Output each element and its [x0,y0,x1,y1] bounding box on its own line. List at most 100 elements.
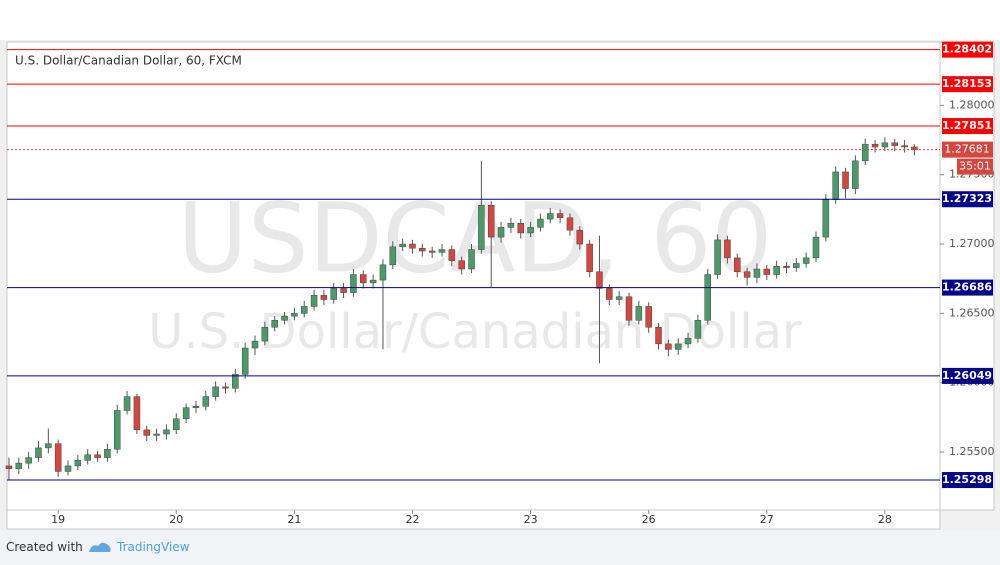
candle-body [487,204,495,238]
x-tick-label: 26 [642,513,656,526]
level-tag [942,472,993,489]
candle-body [330,288,337,300]
x-tick-label: 27 [760,513,774,526]
last-price-tag [942,141,993,158]
candle-body [861,143,869,162]
price-axis [939,41,995,511]
watermark-subtitle: U.S. Dollar/Canadian Dollar [148,304,802,360]
candle-body [674,343,682,350]
candle-body [891,142,898,146]
candle-body [615,296,623,300]
candle-body [497,227,505,238]
chart: USDCAD, 60 U.S. Dollar/Canadian Dollar U… [0,0,1000,530]
level-label: 1.28153 [942,77,992,90]
level-tag [942,76,993,93]
candle-body [389,246,397,266]
level-label: 1.26049 [942,369,992,382]
candle-body [783,265,790,268]
candle-body [202,396,210,407]
candle-body [478,204,485,250]
x-tick-label: 19 [51,513,65,526]
candle-body [812,236,820,259]
top-band [0,0,1000,40]
level-label: 1.27851 [942,119,992,132]
footer-brand[interactable]: TradingView [117,540,190,554]
candle-body [212,386,219,397]
candle-body [163,429,170,435]
candle-body [340,288,347,293]
candle-body [399,243,406,248]
candle-body [84,454,91,461]
candle-body [54,443,62,472]
y-tick-label: 1.27000 [949,237,995,250]
candle-body [517,222,524,234]
candle-body [320,295,328,300]
candle-body [832,171,839,200]
candle-body [743,271,751,278]
candle-body [104,449,111,458]
level-label: 1.26686 [942,281,992,294]
candle-body [271,320,278,328]
candle-body [871,143,879,148]
time-axis [6,509,941,530]
candle-body [635,306,643,321]
candle-body [714,239,721,275]
candle-body [802,257,810,264]
candle-body [369,279,377,284]
candle-body [5,465,13,469]
candle-body [133,396,141,431]
x-tick-label: 22 [405,513,419,526]
candle-body [360,274,367,284]
last-price-label: 1.27681 [944,143,990,156]
candle-body [911,146,918,150]
candle-body [35,447,42,458]
candle-body [822,199,830,238]
candle-body [251,340,259,349]
candle-body [222,386,229,389]
countdown-tag [957,158,993,175]
candle-body [773,265,780,275]
x-tick-label: 23 [524,513,538,526]
level-label: 1.27323 [942,192,992,205]
candle-body [241,347,249,375]
candle-body [507,222,515,228]
candle-body [291,313,298,317]
candle-body [842,171,849,189]
candle-body [458,260,465,270]
candle-body [684,338,692,345]
candle-body [153,433,160,436]
countdown-label: 35:01 [959,160,991,173]
candle-body [419,247,426,252]
candle-body [64,465,72,472]
candle-body [753,268,761,278]
candle-body [232,374,239,389]
candle-body [261,326,269,342]
candle-body [793,263,800,268]
candle-body [527,227,534,234]
candle-body [704,274,711,321]
x-tick-label: 21 [287,513,301,526]
candle-body [113,410,121,450]
candle-body [586,243,593,273]
candle-body [606,288,613,300]
candle-body [724,239,731,259]
level-tag [942,279,993,296]
watermark: USDCAD, 60 [178,182,773,294]
x-tick-label: 20 [169,513,183,526]
y-tick-label: 1.25500 [949,445,995,458]
candle-body [409,243,416,249]
y-tick-label: 1.28000 [949,98,995,111]
candle-body [379,264,387,281]
y-tick-label: 1.26500 [949,306,995,319]
level-tag [942,41,993,58]
candle-body [281,315,288,321]
candle-body [625,296,633,321]
level-label: 1.25298 [942,473,992,486]
candle-body [300,306,308,314]
candle-body [143,429,151,436]
candle-body [25,457,32,464]
candle-body [192,406,200,408]
candle-body [655,326,662,345]
level-tag [942,191,993,208]
candle-body [468,249,475,270]
